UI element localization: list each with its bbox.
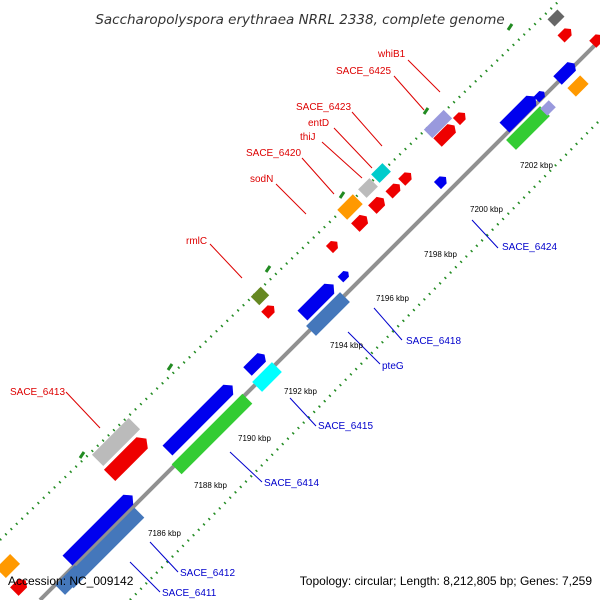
genome-title: Saccharopolyspora erythraea NRRL 2338, c… <box>95 12 504 28</box>
scale-line-plus <box>0 0 561 541</box>
scale-label-7188: 7188 kbp <box>194 481 227 490</box>
scale-label-7194: 7194 kbp <box>330 341 363 350</box>
gene-label-whiB1: whiB1 <box>377 49 406 60</box>
gene-arrow-olive-rmlC <box>250 286 270 306</box>
gene-label-sace-6412: SACE_6412 <box>180 568 235 579</box>
gene-label-sace-6418: SACE_6418 <box>406 336 461 347</box>
gene-arrow-red-edge <box>589 34 600 48</box>
gene-arrow-green-6424 <box>506 106 550 150</box>
gene-arrow-cyan-6423 <box>371 163 391 183</box>
gene-label-sace-6423: SACE_6423 <box>296 102 351 113</box>
gene-arrow-cyan-6415 <box>252 362 282 392</box>
gene-arrow-blue-6412 <box>62 494 134 566</box>
gene-label-pteG: pteG <box>382 361 404 372</box>
gene-label-sace-6420: SACE_6420 <box>246 148 301 159</box>
gene-arrow-red-top <box>557 28 572 43</box>
gene-arrow-red-entD <box>398 172 412 186</box>
gene-arrow-green-6414 <box>171 393 253 475</box>
gene-label-sace-6413: SACE_6413 <box>10 387 65 398</box>
gene-label-sace-6411: SACE_6411 <box>162 588 217 599</box>
gene-arrow-orange-edge <box>0 553 21 579</box>
gene-arrow-orange-thiJ <box>337 194 363 220</box>
gene-arrow-lavender-6424 <box>540 100 556 116</box>
scale-label-7202: 7202 kbp <box>520 161 553 170</box>
scale-label-7192: 7192 kbp <box>284 387 317 396</box>
gene-label-thiJ: thiJ <box>300 132 316 143</box>
scale-label-7190: 7190 kbp <box>238 434 271 443</box>
gene-arrow-red-6425 <box>433 124 456 147</box>
gene-arrow-gray-6413 <box>91 417 141 467</box>
reverse-leader-lines <box>129 219 499 593</box>
gene-label-sace-6414: SACE_6414 <box>264 478 319 489</box>
gene-arrow-blue-6414 <box>162 384 234 456</box>
topology-text: Topology: circular; Length: 8,212,805 bp… <box>300 574 593 588</box>
gene-arrow-lavender <box>423 109 453 139</box>
gene-arrow-gray-entD <box>358 178 378 198</box>
scale-label-7198: 7198 kbp <box>424 250 457 259</box>
gene-arrow-red-6413 <box>103 437 148 482</box>
gene-arrow-blue-small <box>433 176 447 190</box>
scale-label-7200: 7200 kbp <box>470 205 503 214</box>
accession-text: Accession: NC_009142 <box>8 574 134 588</box>
gene-arrow-blue-6418 <box>297 283 335 321</box>
gene-arrow-blue-6415 <box>243 353 266 376</box>
gene-arrow-blue-small2 <box>337 271 349 283</box>
gene-label-sace-6424: SACE_6424 <box>502 242 557 253</box>
gene-arrow-red-6420 <box>368 196 386 214</box>
gene-label-rmlC: rmlC <box>186 236 207 247</box>
gene-arrow-red-thiJ <box>385 183 401 199</box>
gene-arrow-red-sodN <box>351 214 369 232</box>
gene-arrow-orange-top <box>567 75 589 97</box>
gene-arrow-red-small <box>325 241 338 254</box>
gene-arrow-gray-top <box>547 9 565 27</box>
gene-label-sodN: sodN <box>250 174 273 185</box>
forward-leader-lines <box>65 59 441 429</box>
gene-label-sace-6425: SACE_6425 <box>336 66 391 77</box>
gene-label-entD: entD <box>308 118 329 129</box>
gene-arrow-blue-top <box>553 62 576 85</box>
gene-label-sace-6415: SACE_6415 <box>318 421 373 432</box>
scale-label-7186: 7186 kbp <box>148 529 181 538</box>
gene-arrow-red-whiB1 <box>452 112 466 126</box>
gene-features <box>0 9 600 596</box>
gene-arrow-blue-6424a <box>499 95 537 133</box>
gene-arrow-steel-pteG <box>306 292 350 336</box>
scale-label-7196: 7196 kbp <box>376 294 409 303</box>
gene-arrow-steel-edge <box>55 565 85 595</box>
plus-major-ticks <box>78 23 514 459</box>
gene-arrow-red-rmlC <box>261 305 275 319</box>
gene-arrow-steel-6411 <box>63 507 145 589</box>
